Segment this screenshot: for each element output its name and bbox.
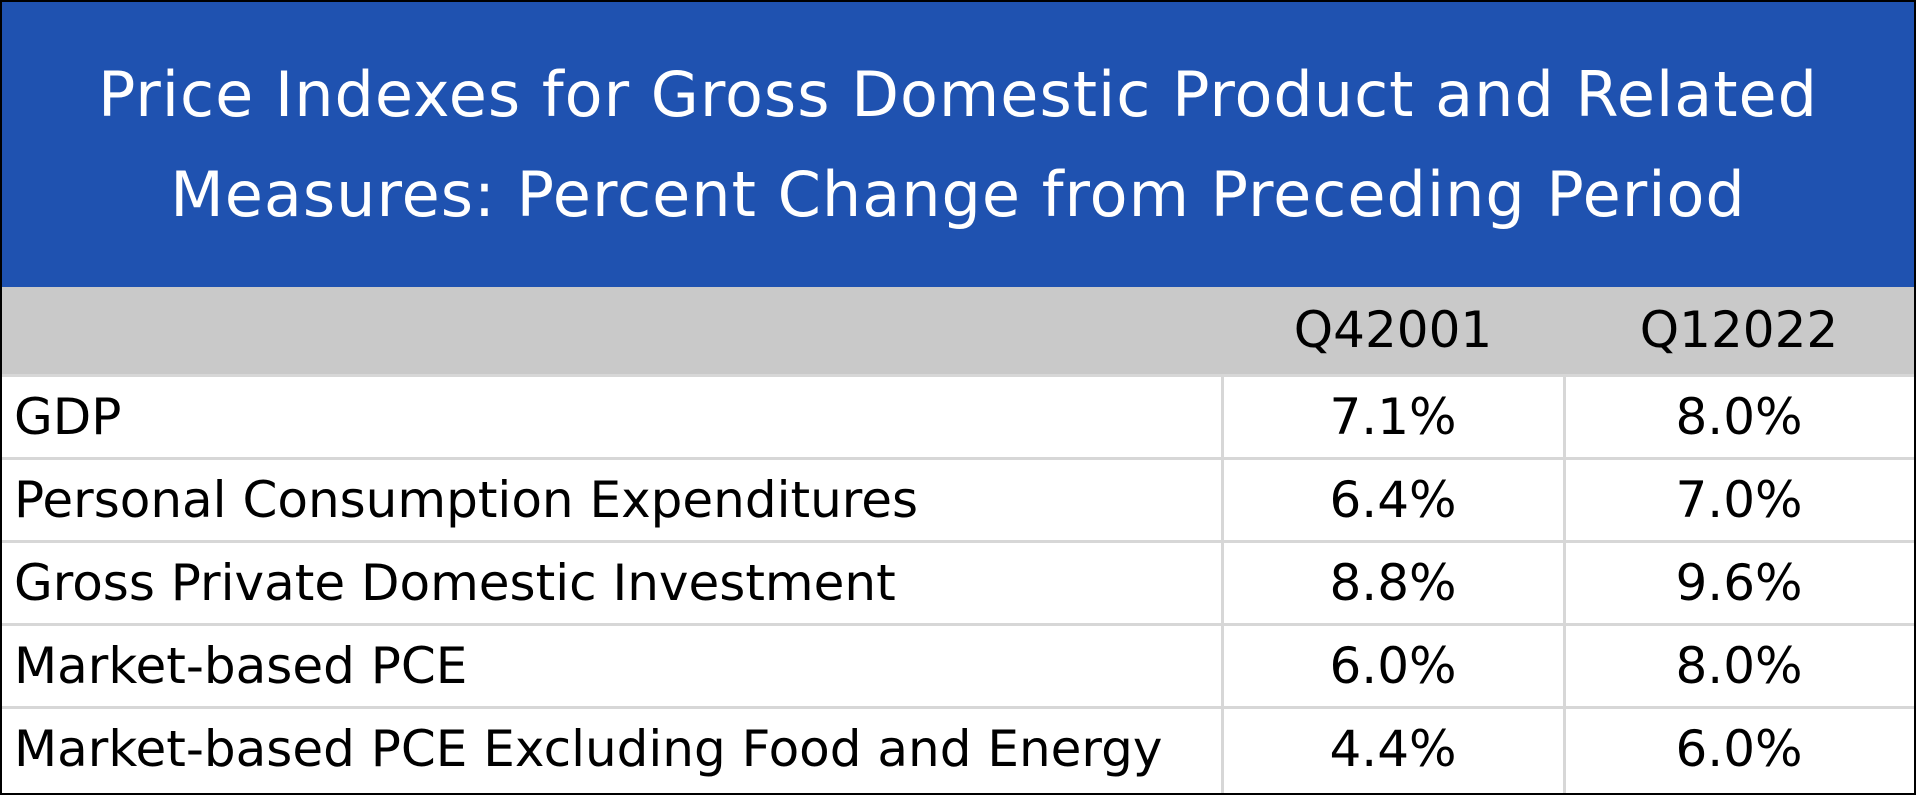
cell-q12022: 6.0% — [1675, 720, 1803, 778]
column-divider — [1221, 374, 1224, 793]
row-label: Market-based PCE — [14, 637, 468, 695]
row-divider — [2, 374, 1914, 377]
table-title-line-1: Price Indexes for Gross Domestic Product… — [97, 57, 1819, 131]
table-row: Gross Private Domestic Investment 8.8% 9… — [2, 540, 1914, 623]
table-row: GDP 7.1% 8.0% — [2, 374, 1914, 457]
table-row: Market-based PCE Excluding Food and Ener… — [2, 706, 1914, 789]
cell-q12022: 8.0% — [1675, 388, 1803, 446]
column-header-row: Q42001 Q12022 — [2, 287, 1914, 374]
cell-q12022: 7.0% — [1675, 471, 1803, 529]
cell-q42001: 8.8% — [1329, 554, 1457, 612]
table-title-line-2: Measures: Percent Change from Preceding … — [170, 157, 1746, 231]
cell-q42001: 6.0% — [1329, 637, 1457, 695]
row-divider — [2, 457, 1914, 460]
row-label: Gross Private Domestic Investment — [14, 554, 896, 612]
row-label: GDP — [14, 388, 122, 446]
column-header-q42001: Q42001 — [1293, 301, 1493, 359]
cell-q12022: 8.0% — [1675, 637, 1803, 695]
row-label: Market-based PCE Excluding Food and Ener… — [14, 720, 1163, 778]
cell-q12022: 9.6% — [1675, 554, 1803, 612]
row-divider — [2, 706, 1914, 709]
cell-q42001: 7.1% — [1329, 388, 1457, 446]
row-label: Personal Consumption Expenditures — [14, 471, 919, 529]
column-divider — [1563, 374, 1566, 793]
table-title-band: Price Indexes for Gross Domestic Product… — [2, 2, 1914, 287]
table-row: Personal Consumption Expenditures 6.4% 7… — [2, 457, 1914, 540]
row-divider — [2, 540, 1914, 543]
row-divider — [2, 623, 1914, 626]
cell-q42001: 6.4% — [1329, 471, 1457, 529]
cell-q42001: 4.4% — [1329, 720, 1457, 778]
table-row: Market-based PCE 6.0% 8.0% — [2, 623, 1914, 706]
column-header-q12022: Q12022 — [1639, 301, 1839, 359]
